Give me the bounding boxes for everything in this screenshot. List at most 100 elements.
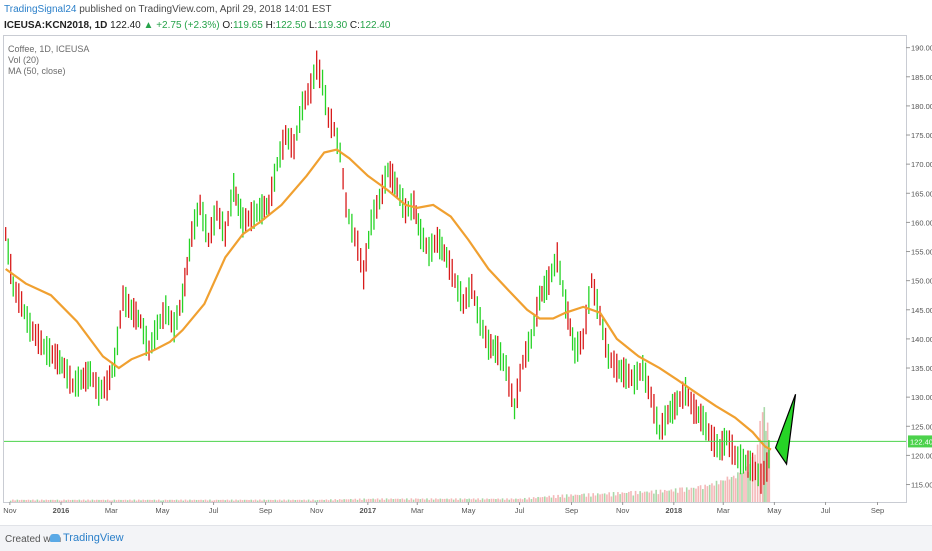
high-label: H: xyxy=(265,20,276,31)
volume-bar xyxy=(67,499,70,502)
volume-bar xyxy=(56,499,59,502)
volume-bar xyxy=(532,497,535,502)
volume-bar xyxy=(632,495,635,502)
volume-bar xyxy=(43,500,45,502)
volume-bar xyxy=(283,499,285,502)
volume-bar xyxy=(490,498,493,502)
volume-bar xyxy=(594,495,597,502)
volume-bar xyxy=(681,487,683,502)
y-tick-label: 115.00 xyxy=(911,481,932,490)
volume-bar xyxy=(728,479,731,502)
volume-bar xyxy=(759,420,761,502)
volume-bar xyxy=(228,500,231,502)
y-tick-label: 145.00 xyxy=(911,306,932,315)
volume-bar xyxy=(47,500,50,502)
publish-info: published on TradingView.com, April 29, … xyxy=(76,4,332,15)
volume-bar xyxy=(137,499,140,502)
volume-bar xyxy=(261,500,263,502)
volume-bar xyxy=(426,498,428,502)
volume-bar xyxy=(552,495,555,502)
price-chart[interactable]: 115.00 120.00 125.00 130.00 135.00 140.00 145.… xyxy=(0,0,932,525)
volume-bar xyxy=(435,498,437,502)
x-tick-label: Nov xyxy=(310,506,324,515)
volume-bar xyxy=(352,499,354,502)
volume-bar xyxy=(303,499,305,502)
volume-bar xyxy=(135,500,138,502)
volume-bar xyxy=(664,489,666,502)
volume-bar xyxy=(117,499,120,502)
volume-bar xyxy=(363,498,365,502)
volume-bar xyxy=(472,498,475,502)
volume-bar xyxy=(106,499,109,502)
price-tag-label: 122.40 xyxy=(910,437,932,446)
volume-bar xyxy=(113,499,116,502)
volume-bar xyxy=(175,499,178,502)
volume-bar xyxy=(256,500,259,502)
volume-bar xyxy=(287,499,290,502)
volume-bar xyxy=(486,498,488,502)
volume-bar xyxy=(477,498,479,502)
volume-bar xyxy=(217,499,220,502)
volume-bar xyxy=(374,499,377,502)
volume-bar xyxy=(515,498,517,502)
volume-bar xyxy=(653,493,655,502)
volume-bar xyxy=(294,499,297,502)
volume-bar xyxy=(334,499,337,502)
volume-bar xyxy=(741,473,743,502)
volume-bar xyxy=(446,498,448,502)
volume-bar xyxy=(452,499,455,502)
volume-bar xyxy=(109,500,111,502)
volume-bar xyxy=(379,499,381,502)
volume-bar xyxy=(25,499,28,502)
volume-bar xyxy=(155,500,158,502)
volume-bar xyxy=(394,498,397,502)
volume-bar xyxy=(461,499,464,502)
volume-bar xyxy=(239,499,242,502)
volume-bar xyxy=(503,499,506,502)
volume-bar xyxy=(98,499,100,502)
volume-bar xyxy=(557,494,559,502)
volume-bar xyxy=(648,492,651,502)
volume-bar xyxy=(541,496,544,502)
volume-bar xyxy=(177,500,180,502)
y-tick-label: 130.00 xyxy=(911,393,932,402)
volume-bar xyxy=(222,499,224,502)
volume-bar xyxy=(679,487,681,502)
volume-bar xyxy=(628,491,630,502)
volume-bar xyxy=(189,499,191,502)
volume-bar xyxy=(463,498,466,502)
volume-bar xyxy=(697,486,700,502)
volume-bar xyxy=(16,499,19,502)
volume-bar xyxy=(347,499,350,502)
volume-bar xyxy=(583,493,585,502)
volume-bar xyxy=(428,499,430,502)
volume-bar xyxy=(63,499,65,502)
volume-bar xyxy=(392,499,395,502)
volume-bar xyxy=(585,496,588,502)
volume-bar xyxy=(131,500,133,502)
author-link[interactable]: TradingSignal24 xyxy=(4,4,77,15)
volume-bar xyxy=(52,499,54,502)
tradingview-logo[interactable]: TradingView xyxy=(50,532,124,544)
volume-bar xyxy=(252,500,255,502)
volume-bar xyxy=(74,499,76,502)
volume-bar xyxy=(14,500,16,502)
volume-bar xyxy=(688,489,690,502)
volume-bar xyxy=(623,492,626,502)
volume-bar xyxy=(643,491,646,502)
volume-bar xyxy=(745,466,747,502)
volume-bar xyxy=(215,499,218,502)
change-up-icon: ▲ xyxy=(143,20,154,31)
volume-bar xyxy=(606,494,608,502)
volume-bar xyxy=(58,500,61,502)
volume-bar xyxy=(213,500,216,502)
volume-bar xyxy=(419,499,422,502)
volume-bar xyxy=(399,499,401,502)
volume-bar xyxy=(235,499,237,502)
volume-bar xyxy=(226,499,229,502)
volume-bar xyxy=(657,494,660,502)
volume-bar xyxy=(18,500,21,502)
y-tick-label: 125.00 xyxy=(911,422,932,431)
chart-frame[interactable] xyxy=(3,35,907,503)
volume-bar xyxy=(321,499,323,502)
